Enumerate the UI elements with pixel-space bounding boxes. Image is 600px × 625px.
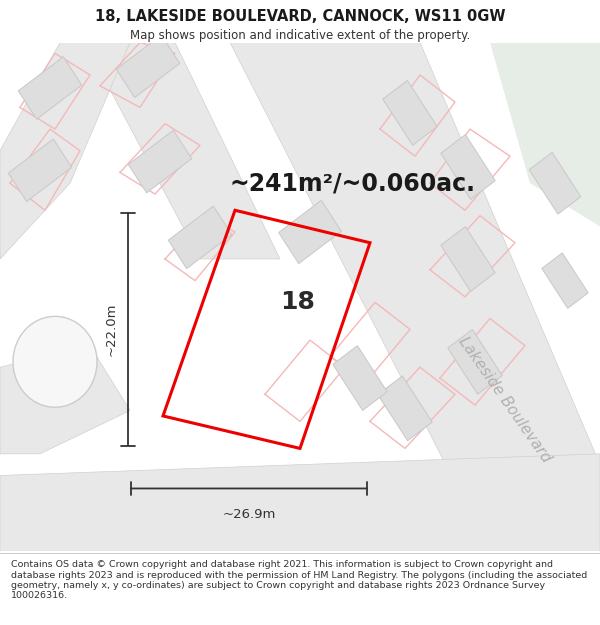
Bar (542, 253, 588, 308)
Text: Contains OS data © Crown copyright and database right 2021. This information is : Contains OS data © Crown copyright and d… (11, 560, 587, 600)
Text: ~26.9m: ~26.9m (223, 508, 275, 521)
Bar (116, 35, 180, 98)
Polygon shape (0, 346, 130, 454)
Bar (378, 376, 432, 441)
Text: ~241m²/~0.060ac.: ~241m²/~0.060ac. (230, 171, 476, 195)
Bar (128, 130, 192, 193)
Circle shape (13, 316, 97, 408)
Polygon shape (0, 42, 130, 259)
Polygon shape (0, 42, 280, 259)
Text: Lakeside Boulevard: Lakeside Boulevard (456, 334, 554, 465)
Polygon shape (420, 42, 600, 226)
Bar (278, 200, 341, 264)
Bar (529, 152, 581, 214)
Bar (383, 81, 437, 145)
Bar (18, 57, 82, 119)
Bar (8, 139, 72, 201)
Polygon shape (230, 42, 600, 551)
Text: 18: 18 (281, 290, 316, 314)
Bar (333, 346, 387, 411)
Bar (168, 206, 232, 269)
Bar (441, 227, 495, 291)
Bar (441, 134, 495, 199)
Polygon shape (0, 454, 600, 551)
Text: 18, LAKESIDE BOULEVARD, CANNOCK, WS11 0GW: 18, LAKESIDE BOULEVARD, CANNOCK, WS11 0G… (95, 9, 505, 24)
Bar (448, 329, 502, 394)
Text: Map shows position and indicative extent of the property.: Map shows position and indicative extent… (130, 29, 470, 42)
Text: ~22.0m: ~22.0m (105, 302, 118, 356)
